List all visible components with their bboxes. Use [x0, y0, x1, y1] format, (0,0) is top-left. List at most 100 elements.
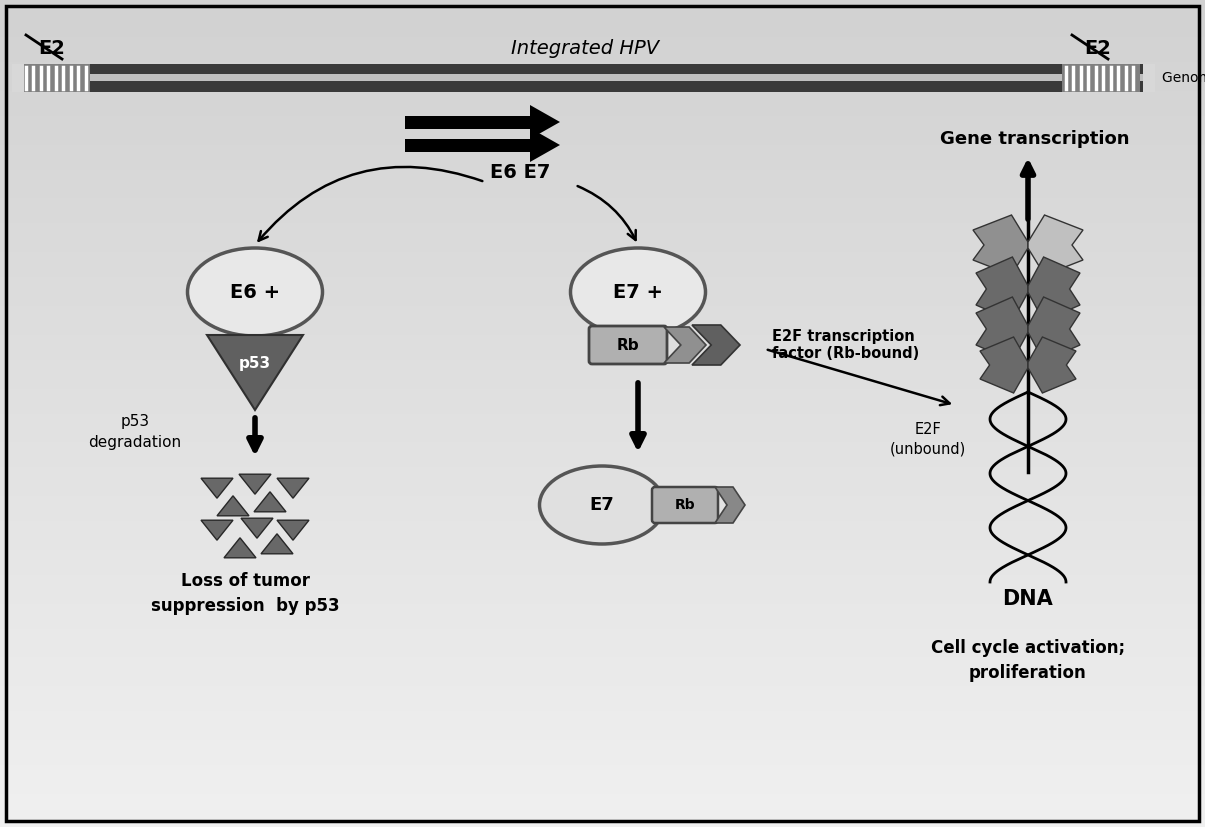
- Bar: [0, 583, 1205, 587]
- Bar: [0, 641, 1205, 645]
- Bar: [0, 269, 1205, 273]
- Bar: [0, 207, 1205, 211]
- Bar: [0, 492, 1205, 496]
- Bar: [0, 50, 1205, 54]
- Polygon shape: [530, 105, 560, 139]
- Bar: [0, 786, 1205, 790]
- Text: p53: p53: [239, 356, 271, 370]
- Bar: [0, 657, 1205, 662]
- Bar: [0, 777, 1205, 782]
- Polygon shape: [201, 520, 233, 540]
- FancyBboxPatch shape: [652, 487, 718, 523]
- Text: E6 +: E6 +: [230, 283, 280, 302]
- Ellipse shape: [570, 248, 705, 336]
- Bar: [0, 484, 1205, 488]
- Bar: [0, 513, 1205, 517]
- Bar: [0, 83, 1205, 87]
- Bar: [0, 645, 1205, 649]
- Bar: [0, 327, 1205, 331]
- Bar: [0, 252, 1205, 256]
- Bar: [0, 480, 1205, 484]
- Bar: [0, 418, 1205, 422]
- Bar: [0, 538, 1205, 542]
- Bar: [405, 116, 530, 128]
- Bar: [0, 136, 1205, 141]
- Text: E2: E2: [39, 40, 65, 59]
- Bar: [0, 459, 1205, 463]
- Bar: [0, 674, 1205, 678]
- Bar: [0, 157, 1205, 161]
- Bar: [12, 64, 90, 92]
- Bar: [0, 753, 1205, 757]
- Bar: [0, 141, 1205, 145]
- Bar: [0, 285, 1205, 289]
- Bar: [0, 608, 1205, 612]
- Bar: [0, 66, 1205, 70]
- Polygon shape: [1028, 337, 1076, 393]
- Bar: [0, 476, 1205, 480]
- Bar: [0, 372, 1205, 376]
- Bar: [0, 29, 1205, 33]
- Bar: [0, 558, 1205, 562]
- Bar: [0, 128, 1205, 132]
- Bar: [0, 339, 1205, 343]
- Bar: [0, 699, 1205, 703]
- Bar: [0, 318, 1205, 323]
- Bar: [0, 798, 1205, 802]
- Bar: [0, 99, 1205, 103]
- Bar: [0, 715, 1205, 719]
- Bar: [0, 364, 1205, 368]
- Bar: [0, 571, 1205, 575]
- Bar: [0, 542, 1205, 546]
- Bar: [0, 629, 1205, 633]
- Polygon shape: [277, 478, 308, 498]
- Bar: [0, 546, 1205, 550]
- Bar: [0, 422, 1205, 426]
- Polygon shape: [277, 520, 308, 540]
- Bar: [0, 397, 1205, 401]
- Bar: [0, 74, 1205, 79]
- Bar: [0, 686, 1205, 691]
- Polygon shape: [217, 496, 249, 516]
- Bar: [0, 335, 1205, 339]
- Text: E7: E7: [589, 496, 615, 514]
- Bar: [0, 794, 1205, 798]
- Bar: [0, 323, 1205, 327]
- Bar: [0, 451, 1205, 455]
- Bar: [0, 761, 1205, 765]
- Bar: [0, 389, 1205, 393]
- Bar: [0, 517, 1205, 521]
- Polygon shape: [1028, 257, 1080, 321]
- Bar: [0, 426, 1205, 430]
- Bar: [1062, 64, 1140, 92]
- Bar: [0, 294, 1205, 298]
- Bar: [0, 455, 1205, 459]
- Bar: [0, 8, 1205, 12]
- Bar: [0, 273, 1205, 277]
- Text: E2F transcription
factor (Rb-bound): E2F transcription factor (Rb-bound): [772, 329, 919, 361]
- Bar: [0, 79, 1205, 83]
- Bar: [0, 600, 1205, 604]
- Bar: [0, 108, 1205, 112]
- Text: Loss of tumor
suppression  by p53: Loss of tumor suppression by p53: [151, 572, 340, 615]
- Bar: [0, 579, 1205, 583]
- Bar: [0, 649, 1205, 653]
- Text: Cell cycle activation;
proliferation: Cell cycle activation; proliferation: [931, 639, 1125, 682]
- Bar: [0, 95, 1205, 99]
- Bar: [0, 691, 1205, 695]
- Bar: [0, 802, 1205, 806]
- Bar: [0, 438, 1205, 442]
- Bar: [0, 351, 1205, 356]
- Polygon shape: [976, 257, 1028, 321]
- Text: Integrated HPV: Integrated HPV: [511, 40, 659, 59]
- Bar: [0, 707, 1205, 711]
- Bar: [0, 595, 1205, 600]
- Bar: [0, 232, 1205, 236]
- Bar: [0, 33, 1205, 37]
- Bar: [0, 434, 1205, 438]
- Bar: [0, 810, 1205, 815]
- Text: Rb: Rb: [675, 498, 695, 512]
- Bar: [0, 149, 1205, 153]
- Bar: [0, 620, 1205, 624]
- Polygon shape: [980, 337, 1028, 393]
